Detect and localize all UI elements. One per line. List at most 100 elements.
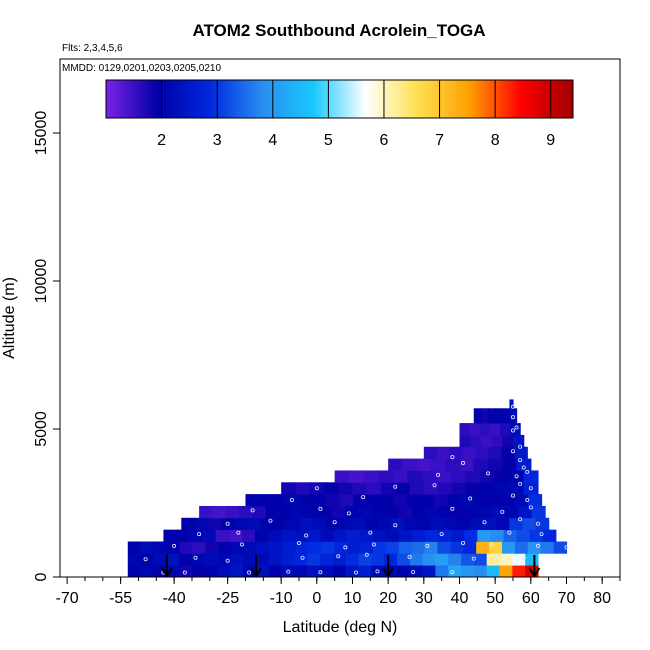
heatmap-cell xyxy=(189,529,204,542)
sample-point xyxy=(461,540,466,545)
heatmap-cell xyxy=(416,458,432,471)
sample-points xyxy=(143,404,569,575)
sample-point xyxy=(482,520,487,525)
heatmap-cell xyxy=(464,529,478,542)
heatmap-cell xyxy=(294,529,308,542)
heatmap-cell xyxy=(451,505,466,519)
heatmap-cell xyxy=(385,505,400,519)
heatmap-cell xyxy=(450,541,464,554)
sample-point xyxy=(239,542,244,547)
plot-frame xyxy=(59,58,621,578)
heatmap-cell xyxy=(469,517,484,531)
heatmap-cell xyxy=(480,482,496,495)
sample-point xyxy=(521,465,526,470)
sample-point xyxy=(425,543,430,548)
heatmap-cell xyxy=(486,565,501,578)
heatmap-cell xyxy=(480,408,489,424)
heatmap-cell xyxy=(202,529,217,542)
colorbar-tick-label: 2 xyxy=(157,132,166,149)
heatmap-cell xyxy=(486,553,501,566)
sample-point xyxy=(507,530,512,535)
heatmap-cell xyxy=(358,505,373,519)
heatmap-cell xyxy=(553,541,568,554)
sample-point xyxy=(193,555,198,560)
heatmap-cell xyxy=(281,553,296,566)
heatmap-cell xyxy=(312,517,327,531)
colorbar-tick-label: 4 xyxy=(268,132,277,149)
sample-point xyxy=(510,404,515,409)
heatmap-cell xyxy=(260,517,274,531)
heatmap-cell xyxy=(423,482,439,495)
heatmap-cell xyxy=(409,565,424,578)
heatmap-cell xyxy=(502,458,518,471)
heatmap-cell xyxy=(332,505,347,519)
heatmap-cell xyxy=(254,529,269,542)
heatmap-cell xyxy=(225,505,240,519)
heatmap-cell xyxy=(409,553,424,566)
heatmap-cell xyxy=(502,408,511,424)
heatmap-cell xyxy=(127,553,142,566)
sample-point xyxy=(432,483,437,488)
heatmap-cell xyxy=(233,517,248,531)
heatmap-cell xyxy=(140,541,155,554)
heatmap-cell xyxy=(501,494,516,507)
heatmap-cell xyxy=(488,408,496,424)
heatmap-cell xyxy=(252,505,267,519)
y-tick-label: 0 xyxy=(33,572,50,581)
heatmap-cell xyxy=(166,565,180,578)
sample-point xyxy=(247,570,252,575)
heatmap-cell xyxy=(294,553,308,566)
sample-point xyxy=(535,543,540,548)
sample-point xyxy=(368,530,373,535)
flight-arrow-head xyxy=(382,567,395,578)
heatmap-cell xyxy=(299,494,314,507)
heatmap-cell xyxy=(312,494,327,507)
heatmap-cell xyxy=(269,541,284,554)
sample-point xyxy=(318,570,323,575)
heatmap-cell xyxy=(512,565,526,578)
heatmap-cell xyxy=(215,529,230,542)
heatmap-cell xyxy=(265,505,280,519)
heatmap-cell xyxy=(445,458,461,471)
heatmap-cell xyxy=(491,434,503,448)
heatmap-cell xyxy=(514,494,529,507)
heatmap-cell xyxy=(332,565,347,578)
heatmap-cell xyxy=(465,505,480,519)
sample-point xyxy=(375,569,380,574)
heatmap-cell xyxy=(305,505,320,519)
heatmap-cell xyxy=(489,423,501,436)
colorbar-tick-label: 6 xyxy=(380,132,389,149)
heatmap-cell xyxy=(372,505,387,519)
heatmap-cell xyxy=(505,505,520,519)
heatmap-cell xyxy=(207,517,222,531)
sample-point xyxy=(528,505,533,510)
sample-point xyxy=(518,481,523,486)
colorbar-tick-label: 9 xyxy=(546,132,555,149)
heatmap-cell xyxy=(258,494,273,507)
heatmap-cell xyxy=(153,553,167,566)
heatmap-cell xyxy=(522,517,537,531)
heatmap-cell xyxy=(323,482,339,495)
x-tick-label: 40 xyxy=(451,590,469,607)
heatmap-cell xyxy=(325,517,340,531)
heatmap-cell xyxy=(338,517,353,531)
heatmap-cell xyxy=(503,529,518,542)
heatmap-cell xyxy=(326,494,341,507)
flight-arrow-head xyxy=(250,567,263,578)
heatmap-cell xyxy=(163,529,178,542)
heatmap-cell xyxy=(192,541,206,554)
heatmap-cell xyxy=(398,529,413,542)
heatmap-cell xyxy=(438,529,452,542)
x-tick-label: 20 xyxy=(379,590,397,607)
heatmap-cell xyxy=(205,541,219,554)
sample-point xyxy=(250,508,255,513)
heatmap-cell xyxy=(308,541,322,554)
sample-point xyxy=(354,570,359,575)
heatmap-cell xyxy=(320,529,335,542)
heatmap-cell xyxy=(338,482,354,495)
heatmap-cell xyxy=(255,553,270,566)
sample-point xyxy=(510,493,515,498)
sample-point xyxy=(393,484,398,489)
heatmap-cell xyxy=(476,541,490,554)
y-axis: 0 5000 10000 15000 xyxy=(33,111,60,581)
